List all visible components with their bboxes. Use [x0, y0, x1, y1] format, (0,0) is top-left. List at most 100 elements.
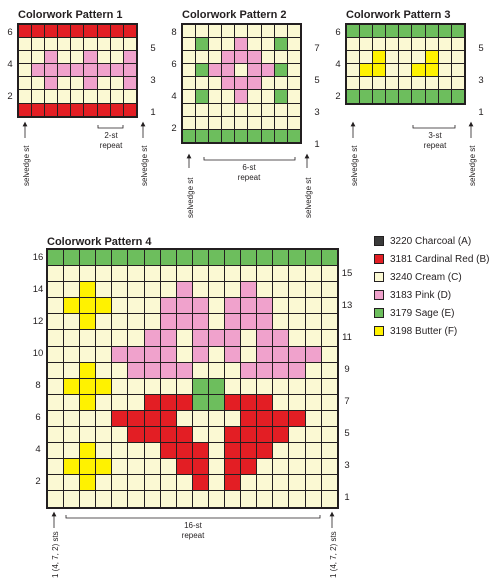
- chart-cell: [144, 298, 161, 315]
- chart-cell: [321, 266, 338, 283]
- chart-cell: [192, 362, 209, 379]
- chart-cell: [257, 394, 274, 411]
- chart-cell: [321, 459, 338, 476]
- chart-cell: [144, 250, 161, 267]
- chart-cell: [192, 346, 209, 363]
- chart-cell: [144, 410, 161, 428]
- chart-cell: [321, 250, 338, 267]
- chart-cell: [225, 282, 242, 299]
- chart-cell: [273, 443, 290, 460]
- chart-cell: [45, 90, 59, 104]
- chart-cell: [273, 378, 290, 395]
- chart-cell: [96, 459, 113, 476]
- chart-cell: [144, 346, 161, 363]
- row-number: 4: [7, 59, 13, 70]
- chart-cell: [261, 90, 275, 104]
- chart-cell: [128, 330, 145, 347]
- chart-cell: [80, 378, 97, 395]
- row-number: 6: [335, 27, 341, 38]
- chart-cell: [183, 25, 197, 39]
- chart-cell: [128, 475, 145, 492]
- chart-cell: [208, 314, 226, 331]
- chart-cell: [96, 475, 113, 492]
- row-number: 6: [7, 27, 13, 38]
- row-number: 13: [341, 300, 353, 311]
- chart-cell: [176, 298, 193, 315]
- chart-cell: [45, 77, 59, 91]
- chart-cell: [287, 116, 301, 130]
- chart-cell: [48, 282, 65, 299]
- chart-cell: [412, 38, 426, 52]
- chart-cell: [58, 103, 72, 117]
- chart-cell: [71, 38, 85, 52]
- chart-cell: [176, 378, 193, 395]
- chart-cell: [176, 266, 193, 283]
- chart-cell: [176, 443, 193, 460]
- legend-item: 3179 Sage (E): [374, 304, 490, 322]
- chart-cell: [257, 298, 274, 315]
- chart-cell: [287, 38, 301, 52]
- chart-cell: [289, 378, 306, 395]
- chart-cell: [64, 282, 81, 299]
- row-number: 3: [150, 75, 156, 86]
- row-number: 1: [478, 107, 484, 118]
- chart-cell: [58, 38, 72, 52]
- chart-cell: [97, 90, 111, 104]
- chart-cell: [80, 330, 97, 347]
- chart-cell: [196, 116, 210, 130]
- chart-cell: [80, 250, 97, 267]
- chart-cell: [241, 378, 258, 395]
- chart-cell: [112, 266, 129, 283]
- chart-cell: [96, 491, 113, 508]
- chart-cell: [257, 314, 274, 331]
- chart-cell: [287, 64, 301, 78]
- legend-label: 3198 Butter (F): [390, 325, 458, 337]
- chart-cell: [399, 64, 413, 78]
- chart-cell: [273, 346, 290, 363]
- chart-cell: [287, 129, 301, 143]
- chart-cell: [373, 38, 387, 52]
- selvedge-label: selvedge st: [468, 145, 477, 186]
- chart-cell: [261, 51, 275, 65]
- chart-cell: [64, 298, 81, 315]
- chart-cell: [438, 38, 452, 52]
- chart-cell: [360, 38, 374, 52]
- colorwork-chart-2: [181, 23, 302, 144]
- chart-cell: [71, 90, 85, 104]
- chart-cell: [261, 103, 275, 117]
- chart-cell: [96, 314, 113, 331]
- selvedge-label: selvedge st: [140, 145, 149, 186]
- chart-title-4: Colorwork Pattern 4: [47, 236, 152, 248]
- chart-cell: [32, 25, 46, 39]
- chart-cell: [110, 103, 124, 117]
- chart-cell: [257, 250, 274, 267]
- repeat-label: 2-st repeat: [99, 131, 123, 150]
- chart-cell: [274, 116, 288, 130]
- legend-label: 3240 Cream (C): [390, 271, 462, 283]
- chart-cell: [289, 282, 306, 299]
- legend-label: 3181 Cardinal Red (B): [390, 253, 490, 265]
- chart-cell: [425, 38, 439, 52]
- chart-cell: [225, 410, 242, 428]
- chart-cell: [289, 298, 306, 315]
- chart-cell: [425, 51, 439, 65]
- chart-cell: [144, 459, 161, 476]
- chart-cell: [248, 25, 262, 39]
- chart-cell: [273, 362, 290, 379]
- chart-cell: [373, 77, 387, 91]
- chart-cell: [183, 38, 197, 52]
- chart-cell: [84, 64, 98, 78]
- chart-cell: [208, 282, 226, 299]
- chart-cell: [32, 51, 46, 65]
- chart-cell: [96, 410, 113, 428]
- chart-cell: [273, 491, 290, 508]
- chart-cell: [257, 378, 274, 395]
- row-number: 10: [32, 348, 44, 359]
- chart-cell: [425, 77, 439, 91]
- selvedge-label: selvedge st: [186, 177, 195, 218]
- chart-cell: [208, 346, 226, 363]
- chart-cell: [192, 266, 209, 283]
- chart-cell: [386, 90, 400, 104]
- chart-cell: [160, 298, 177, 315]
- chart-cell: [71, 51, 85, 65]
